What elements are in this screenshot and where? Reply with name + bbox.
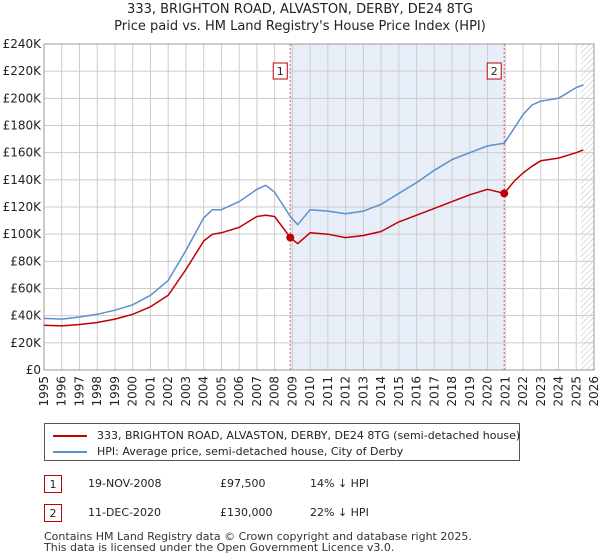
x-tick-label: 2009 <box>285 376 299 407</box>
sale-marker-box <box>486 62 502 80</box>
sale-point <box>500 189 509 198</box>
x-tick-label: 2017 <box>427 376 441 407</box>
y-tick-label: £180K <box>3 119 43 133</box>
legend-item-property: 333, BRIGHTON ROAD, ALVASTON, DERBY, DE2… <box>53 429 520 442</box>
x-tick-label: 2012 <box>339 376 353 407</box>
transaction-row: 2 11-DEC-2020 £130,000 22% ↓ HPI <box>44 504 444 524</box>
y-tick-label: £20K <box>10 336 42 350</box>
x-tick-label: 1996 <box>55 376 69 407</box>
chart-title-line2: Price paid vs. HM Land Registry's House … <box>114 19 486 34</box>
legend-swatch-property <box>53 435 87 437</box>
x-tick-label: 2007 <box>250 376 264 407</box>
legend-item-hpi: HPI: Average price, semi-detached house,… <box>53 445 403 458</box>
legend-label-hpi: HPI: Average price, semi-detached house,… <box>97 445 404 458</box>
legend-label-property: 333, BRIGHTON ROAD, ALVASTON, DERBY, DE2… <box>97 429 521 442</box>
x-tick-label: 1995 <box>37 376 51 407</box>
sale-point <box>286 233 295 242</box>
hpi-line <box>43 84 584 320</box>
y-tick-label: £120K <box>3 200 43 214</box>
x-tick-label: 2002 <box>161 376 175 407</box>
x-tick-label: 2026 <box>587 376 600 407</box>
footer-line1: Contains HM Land Registry data © Crown c… <box>44 530 472 543</box>
chart-legend: 333, BRIGHTON ROAD, ALVASTON, DERBY, DE2… <box>44 423 520 461</box>
y-tick-label: £200K <box>3 91 43 105</box>
x-tick-label: 2005 <box>214 376 228 407</box>
x-tick-label: 2010 <box>303 376 317 407</box>
x-tick-label: 2011 <box>321 376 335 407</box>
transaction-marker-badge: 1 <box>44 475 62 493</box>
sale-marker-label: 1 <box>277 65 284 78</box>
x-tick-label: 2013 <box>356 376 370 407</box>
transaction-date: 19-NOV-2008 <box>88 477 162 490</box>
x-tick-label: 2021 <box>498 376 512 407</box>
y-tick-label: £160K <box>3 146 43 160</box>
y-tick-label: £140K <box>3 173 43 187</box>
x-tick-label: 2015 <box>392 376 406 407</box>
property-price-line <box>43 149 584 327</box>
y-tick-label: £40K <box>10 309 42 323</box>
x-tick-label: 1998 <box>90 376 104 407</box>
transaction-price: £97,500 <box>220 477 266 490</box>
transaction-price: £130,000 <box>220 506 273 519</box>
y-tick-label: £60K <box>10 282 42 296</box>
y-tick-label: £220K <box>3 64 43 78</box>
x-tick-label: 2024 <box>552 376 566 407</box>
sale-marker-label: 2 <box>491 65 498 78</box>
transaction-hpi-diff: 22% ↓ HPI <box>310 506 369 519</box>
y-tick-label: £0 <box>26 363 41 377</box>
x-tick-label: 1999 <box>108 376 122 407</box>
x-tick-label: 2016 <box>410 376 424 407</box>
x-tick-label: 2006 <box>232 376 246 407</box>
y-tick-label: £240K <box>3 37 43 51</box>
x-tick-label: 2008 <box>268 376 282 407</box>
legend-swatch-hpi <box>53 451 87 453</box>
transaction-date: 11-DEC-2020 <box>88 506 162 519</box>
plot-frame <box>43 43 595 371</box>
y-tick-label: £80K <box>10 254 42 268</box>
x-tick-label: 2003 <box>179 376 193 407</box>
transaction-row: 1 19-NOV-2008 £97,500 14% ↓ HPI <box>44 475 444 495</box>
footer-copyright: Contains HM Land Registry data © Crown c… <box>44 531 472 553</box>
x-tick-label: 2000 <box>126 376 140 407</box>
x-tick-label: 2023 <box>534 376 548 407</box>
x-tick-label: 2014 <box>374 376 388 407</box>
footer-line2: This data is licensed under the Open Gov… <box>44 541 395 554</box>
price-chart: £0 £20K £40K £60K £80K £100K £120K £140K £160K £1… <box>3 37 600 407</box>
transaction-hpi-diff: 14% ↓ HPI <box>310 477 369 490</box>
x-tick-label: 2020 <box>481 376 495 407</box>
x-tick-label: 2001 <box>143 376 157 407</box>
x-tick-label: 2025 <box>569 376 583 407</box>
transaction-marker-badge: 2 <box>44 504 62 522</box>
y-tick-label: £100K <box>3 227 43 241</box>
x-tick-label: 2022 <box>516 376 530 407</box>
x-tick-label: 2018 <box>445 376 459 407</box>
x-tick-label: 1997 <box>72 376 86 407</box>
chart-title-line1: 333, BRIGHTON ROAD, ALVASTON, DERBY, DE2… <box>127 2 473 17</box>
x-tick-label: 2004 <box>197 376 211 407</box>
sale-marker-box <box>272 62 288 80</box>
x-tick-label: 2019 <box>463 376 477 407</box>
